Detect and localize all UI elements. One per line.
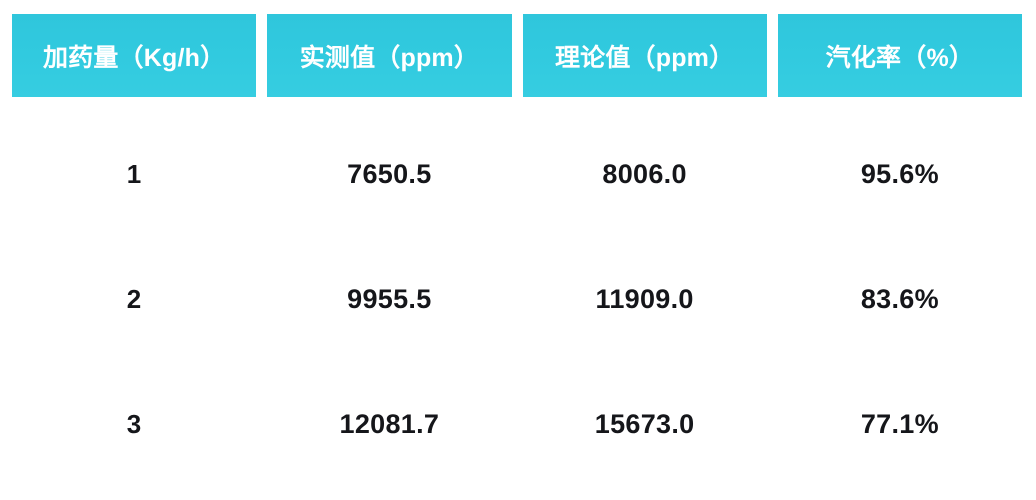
cell-theory: 8006.0 (602, 158, 687, 189)
cell-dosage: 2 (126, 283, 142, 314)
column-header-measured: 实测值（ppm） (267, 14, 512, 97)
cell-dosage: 3 (126, 408, 142, 439)
column-header-dosage: 加药量（Kg/h） (12, 14, 257, 97)
cell-theory: 11909.0 (595, 283, 694, 314)
column-header-label: 汽化率（%） (825, 43, 975, 72)
table-row: 2 9955.5 11909.0 83.6% (12, 269, 1022, 329)
cell-measured: 9955.5 (347, 283, 432, 314)
column-header-rate: 汽化率（%） (777, 14, 1022, 97)
table-row: 3 12081.7 15673.0 77.1% (12, 394, 1022, 454)
cell-rate: 77.1% (860, 408, 939, 439)
cell-rate: 83.6% (860, 283, 939, 314)
table-row: 1 7650.5 8006.0 95.6% (12, 144, 1022, 204)
cell-measured: 12081.7 (339, 408, 440, 439)
cell-dosage: 1 (126, 158, 142, 189)
column-header-theory: 理论值（ppm） (522, 14, 767, 97)
cell-measured: 7650.5 (347, 158, 432, 189)
table-header-row: 加药量（Kg/h） 实测值（ppm） 理论值（ppm） 汽化率（%） (12, 14, 1022, 97)
cell-rate: 95.6% (860, 158, 939, 189)
column-header-label: 加药量（Kg/h） (42, 43, 226, 72)
table-body: 1 7650.5 8006.0 95.6% 2 9955.5 11909.0 8… (12, 97, 1022, 487)
column-header-label: 理论值（ppm） (554, 43, 735, 72)
cell-theory: 15673.0 (594, 408, 695, 439)
column-header-label: 实测值（ppm） (299, 43, 480, 72)
